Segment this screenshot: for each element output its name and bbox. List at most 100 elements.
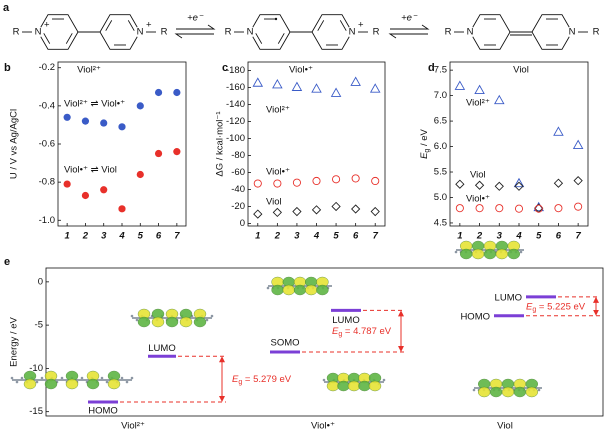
point bbox=[475, 204, 484, 213]
point bbox=[514, 204, 524, 213]
y-tick-label: -20 bbox=[231, 201, 245, 212]
x-tick-label: 6 bbox=[156, 231, 162, 242]
point bbox=[63, 113, 71, 121]
atom bbox=[125, 380, 129, 384]
atom-mask bbox=[244, 26, 256, 38]
equilibrium-arrow bbox=[390, 24, 430, 30]
atom-mask bbox=[32, 26, 44, 38]
gap-label: Eg = 4.787 eV bbox=[332, 326, 392, 339]
series-label: Viol bbox=[470, 170, 486, 181]
point bbox=[370, 206, 380, 217]
point bbox=[330, 87, 342, 97]
y-tick-label: -140 bbox=[226, 99, 245, 110]
level-name: HOMO bbox=[88, 405, 118, 416]
gap-label-part: = 5.279 eV bbox=[242, 374, 292, 385]
x-tick-label: 1 bbox=[457, 231, 462, 242]
y-tick-label: 0 bbox=[240, 218, 245, 229]
x-tick-label: Viol bbox=[497, 421, 513, 432]
point bbox=[154, 149, 163, 158]
atom bbox=[15, 380, 19, 384]
level-name: LUMO bbox=[148, 343, 175, 354]
series-label: Viol²⁺ bbox=[266, 105, 290, 116]
plot-frame bbox=[45, 267, 604, 417]
level-name: SOMO bbox=[270, 337, 299, 348]
orbital-lobe bbox=[316, 284, 329, 296]
atom-n: N bbox=[349, 27, 356, 38]
point bbox=[553, 126, 564, 136]
point bbox=[494, 181, 504, 191]
x-tick-label: Viol²⁺ bbox=[121, 421, 145, 432]
orbital-lobe bbox=[179, 316, 193, 328]
atom bbox=[80, 376, 84, 380]
y-tick-label: -0.2 bbox=[39, 62, 55, 73]
bond bbox=[317, 20, 325, 31]
x-tick-label: 1 bbox=[255, 231, 260, 242]
gap-label-part: E bbox=[232, 374, 239, 385]
y-tick-label: -0.8 bbox=[39, 177, 55, 188]
ring bbox=[469, 14, 511, 50]
y-axis-label: ΔG / kcal·mol⁻¹ bbox=[215, 111, 226, 176]
y-tick-label: 7.0 bbox=[434, 90, 447, 101]
point bbox=[173, 88, 181, 97]
orbital-lobe bbox=[489, 386, 503, 398]
atom bbox=[266, 286, 270, 290]
atom bbox=[210, 314, 214, 318]
point bbox=[311, 83, 322, 93]
ring bbox=[249, 14, 291, 50]
orbital-lobe bbox=[65, 378, 79, 390]
y-axis-label: Energy / eV bbox=[9, 317, 20, 367]
molecule-label: Viol bbox=[513, 65, 529, 76]
molecule-label: Viol²⁺ bbox=[77, 65, 101, 76]
atom bbox=[519, 250, 523, 254]
point bbox=[118, 123, 126, 131]
x-tick-label: 6 bbox=[353, 231, 359, 242]
point bbox=[292, 206, 302, 217]
y-axis-label: Eg / eV bbox=[419, 128, 432, 158]
point bbox=[351, 204, 361, 214]
point bbox=[292, 178, 301, 187]
atom-r: R bbox=[13, 27, 20, 38]
radical-dot bbox=[274, 17, 278, 21]
orbital-lobe bbox=[44, 378, 58, 390]
atom bbox=[454, 250, 458, 254]
y-axis-label-part: / eV bbox=[419, 128, 430, 148]
orbital-lobe bbox=[525, 386, 538, 398]
x-tick-label: 1 bbox=[64, 231, 69, 242]
point bbox=[350, 76, 361, 86]
gap-label-part: E bbox=[332, 326, 339, 337]
point bbox=[332, 175, 341, 184]
orbital-lobe bbox=[326, 380, 340, 392]
panel-letter: d bbox=[428, 62, 435, 74]
point bbox=[514, 181, 524, 191]
x-tick-label: 3 bbox=[101, 231, 107, 242]
y-tick-label: -15 bbox=[29, 406, 43, 417]
point bbox=[455, 204, 464, 213]
series-label: Viol•⁺ bbox=[266, 167, 290, 178]
point bbox=[312, 176, 321, 186]
bond bbox=[277, 33, 285, 44]
point bbox=[272, 207, 282, 218]
orbital-lobe bbox=[507, 248, 520, 260]
atom bbox=[382, 378, 386, 382]
series-label: Viol•⁺ ⇌ Viol bbox=[64, 165, 117, 176]
y-tick-label: -180 bbox=[226, 65, 245, 76]
y-tick-label: -40 bbox=[231, 184, 245, 195]
orbital-lobe bbox=[478, 386, 491, 398]
atom bbox=[60, 376, 64, 380]
atom-r: R bbox=[445, 27, 452, 38]
atom bbox=[472, 388, 476, 392]
point bbox=[81, 117, 90, 125]
orbital-lobe bbox=[305, 284, 318, 296]
point bbox=[371, 176, 380, 186]
atom-r: R bbox=[593, 27, 600, 38]
atom bbox=[120, 376, 124, 380]
point bbox=[272, 79, 283, 89]
point bbox=[513, 177, 525, 188]
point bbox=[63, 180, 71, 188]
point bbox=[573, 176, 583, 186]
y-tick-label: -5 bbox=[35, 320, 43, 331]
atom bbox=[105, 380, 109, 384]
point bbox=[291, 81, 303, 91]
atom-r: R bbox=[225, 27, 232, 38]
x-tick-label: 5 bbox=[536, 231, 542, 242]
